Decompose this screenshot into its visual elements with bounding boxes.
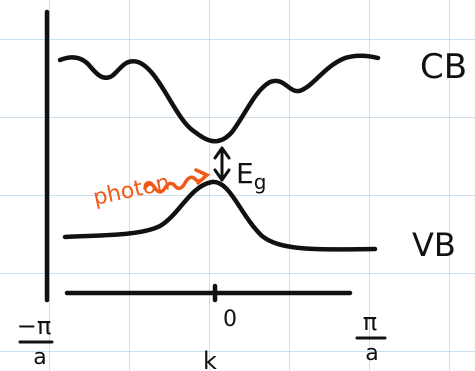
tick-numerator: −π: [17, 312, 52, 340]
tick-denominator: a: [33, 345, 46, 370]
vb-label: VB: [412, 226, 456, 264]
tick-denominator: a: [365, 341, 378, 366]
tick-numerator: π: [363, 308, 377, 336]
diagram: CB VB Eg photon −π a 0 π a k: [0, 0, 475, 371]
axis-label: k: [203, 347, 217, 371]
gap-symbol: E: [236, 157, 254, 190]
gap-subscript: g: [254, 170, 267, 194]
cb-label: CB: [420, 47, 467, 87]
tick-label: 0: [223, 307, 237, 332]
